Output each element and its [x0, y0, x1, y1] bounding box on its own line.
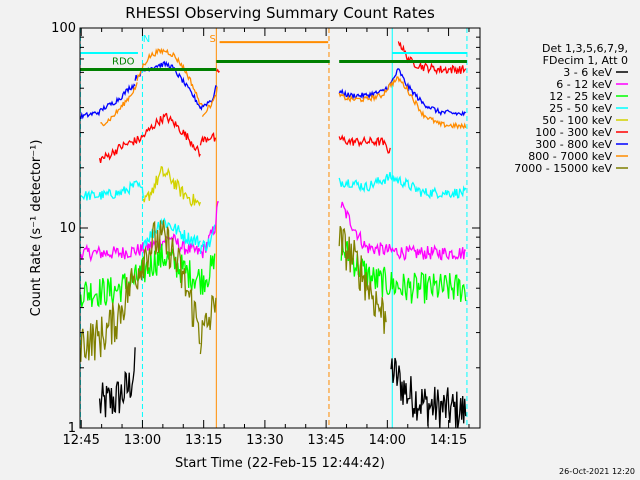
legend-entry-label: 7000 - 15000 keV [514, 162, 612, 175]
series-segment-8-0 [80, 220, 201, 362]
series-segment-8-1 [199, 294, 217, 355]
x-tick-label: 13:30 [246, 433, 283, 448]
x-tick-label: 13:00 [124, 433, 161, 448]
series-segment-3-2 [199, 224, 216, 255]
x-tick-label: 14:00 [369, 433, 406, 448]
legend: Det 1,3,5,6,7,9,FDecim 1, Att 03 - 6 keV… [514, 42, 628, 175]
series-segment-2-0 [80, 243, 216, 308]
legend-header-line: Det 1,3,5,6,7,9, [542, 42, 628, 55]
footer-timestamp: 26-Oct-2021 12:20 [559, 467, 635, 476]
plot-clip-group [80, 28, 468, 428]
y-tick-label: 10 [59, 221, 76, 236]
series-segment-1-1 [340, 201, 466, 262]
series-3-6-kev [98, 347, 467, 428]
series-segment-5-1 [199, 132, 217, 146]
series-segment-6-3 [338, 68, 467, 117]
series-100-300-kev [98, 41, 467, 164]
series-segment-7-0 [100, 82, 138, 127]
series-segment-5-2 [216, 68, 220, 73]
series-segment-8-2 [338, 225, 387, 334]
marker-label-n: N [143, 34, 150, 45]
marker-label-s: S [210, 34, 216, 45]
series-segment-3-3 [338, 171, 467, 200]
series-segment-5-3 [338, 134, 391, 154]
legend-entry-label: 800 - 7000 keV [528, 150, 612, 163]
x-axis-label: Start Time (22-Feb-15 12:44:42) [175, 456, 385, 471]
legend-entry-label: 12 - 25 keV [549, 90, 612, 103]
y-tick-label: 1 [68, 421, 76, 436]
y-tick-label: 100 [51, 21, 76, 36]
series-segment-6-2 [199, 85, 217, 111]
legend-entry-label: 3 - 6 keV [563, 66, 612, 79]
series-segment-0-0 [98, 347, 136, 418]
series-segment-5-4 [397, 41, 467, 76]
legend-header-line: FDecim 1, Att 0 [543, 54, 628, 67]
series-800-7000-kev [100, 47, 467, 130]
series-6-12-kev [80, 201, 466, 263]
legend-entry-label: 300 - 800 keV [535, 138, 612, 151]
legend-entry-label: 50 - 100 keV [542, 114, 612, 127]
chart-title: RHESSI Observing Summary Count Rates [125, 4, 435, 22]
x-tick-label: 13:45 [307, 433, 344, 448]
plot-area: N S RDO [80, 28, 468, 428]
flag-label-rdo: RDO [112, 57, 135, 68]
legend-entry-label: 25 - 50 keV [549, 102, 612, 115]
series-segment-5-0 [98, 112, 201, 164]
axes: 12:45 13:00 13:15 13:30 13:45 14:00 14:15 1 10 10… [51, 21, 481, 448]
series-7000-15000-kev [80, 220, 387, 362]
series-segment-3-0 [80, 180, 144, 201]
series-segment-6-0 [80, 83, 136, 120]
series-segment-0-1 [390, 357, 467, 428]
series-segment-4-0 [142, 165, 202, 207]
plot-frame [79, 27, 481, 429]
series-segment-2-1 [340, 239, 467, 304]
series-50-100-kev [142, 165, 202, 207]
series-25-50-kev [80, 171, 467, 255]
x-tick-label: 13:15 [185, 433, 222, 448]
series-segment-7-2 [201, 86, 218, 117]
legend-entry-label: 100 - 300 keV [535, 126, 612, 139]
x-tick-label: 14:15 [430, 433, 467, 448]
y-axis-label: Count Rate (s⁻¹ detector⁻¹) [29, 140, 44, 317]
legend-entry-label: 6 - 12 keV [556, 78, 612, 91]
series-segment-7-1 [136, 47, 203, 106]
x-tick-label: 12:45 [62, 433, 99, 448]
series-segment-7-3 [338, 76, 467, 130]
